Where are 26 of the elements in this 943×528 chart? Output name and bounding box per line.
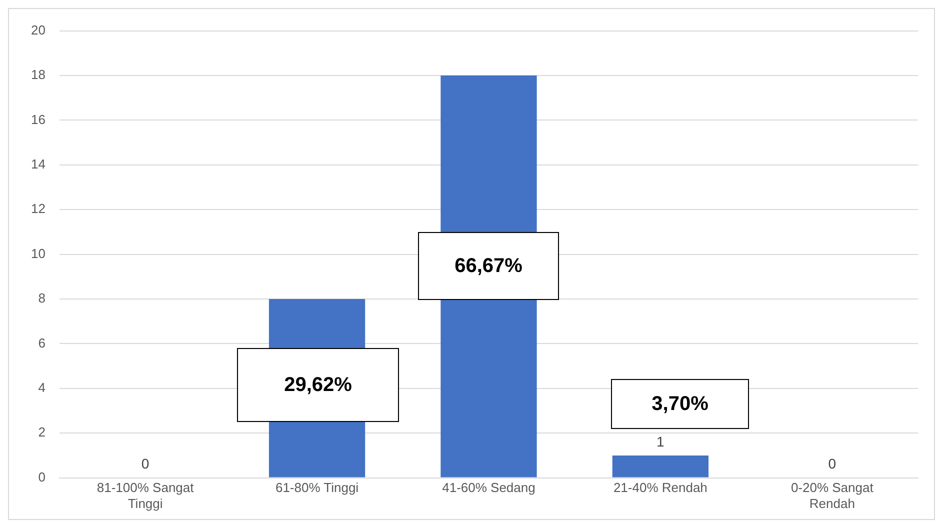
y-tick-label: 0	[38, 469, 46, 484]
x-tick-label: 21-40% Rendah	[613, 480, 708, 496]
y-tick-label: 14	[30, 156, 46, 172]
callout-box: 3,70%	[611, 379, 749, 429]
x-tick-label: 81-100% Sangat Tinggi	[96, 480, 194, 511]
y-tick-label: 20	[30, 22, 46, 38]
x-tick-label: 41-60% Sedang	[442, 480, 536, 496]
data-label: 0	[828, 456, 836, 472]
data-label: 0	[141, 456, 150, 472]
annotation: 29,62%	[284, 374, 352, 396]
y-tick-label: 6	[38, 335, 46, 350]
x-tick-label: 0-20% Sangat Rendah	[790, 480, 874, 511]
y-tick-label: 2	[38, 424, 46, 440]
annotation: 3,70%	[652, 392, 708, 416]
bar	[612, 455, 709, 478]
y-tick-label: 10	[30, 246, 46, 261]
y-tick-label: 18	[30, 67, 46, 82]
y-tick-label: 16	[30, 112, 46, 127]
annotation: 66,67%	[454, 254, 522, 278]
callout-box: 66,67%	[418, 232, 559, 300]
x-tick-label: 61-80% Tinggi	[275, 480, 359, 496]
data-label: 1	[656, 433, 665, 450]
callout-box: 29,62%	[237, 348, 399, 422]
y-tick-label: 8	[38, 290, 46, 306]
y-tick-label: 4	[38, 380, 46, 395]
y-tick-label: 12	[30, 201, 46, 216]
